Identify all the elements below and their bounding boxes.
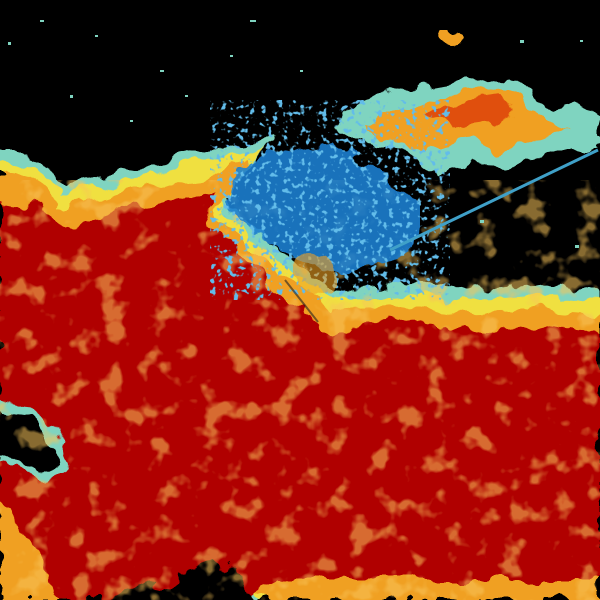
radar-spike <box>389 148 599 252</box>
radar-spike-ground <box>284 279 319 323</box>
echo-cell-small <box>440 30 464 46</box>
clear-air-echo <box>210 100 450 300</box>
noise-specks <box>8 20 583 248</box>
